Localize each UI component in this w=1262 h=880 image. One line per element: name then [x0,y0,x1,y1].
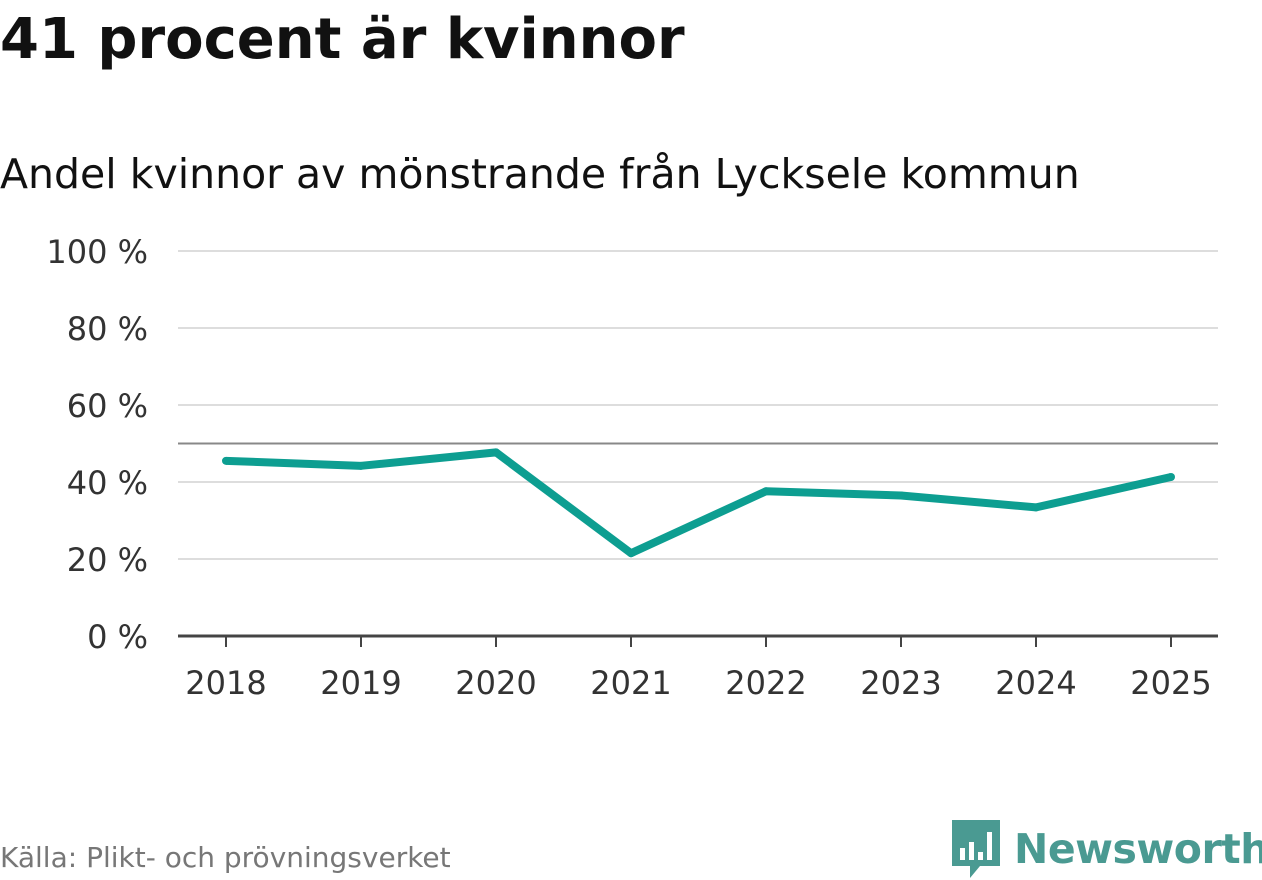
brand-logo: Newsworthy [950,818,1262,880]
series-line-0 [225,448,1172,558]
data-point-2022 [762,487,770,496]
source-note: Källa: Plikt- och prövningsverket [0,841,451,874]
x-tick-label: 2018 [185,664,266,702]
data-point-2021 [627,549,635,558]
x-tick-label: 2019 [320,664,401,702]
data-point-2020 [492,448,500,457]
data-point-2024 [1032,503,1040,512]
y-tick-label: 20 % [67,541,148,579]
y-tick-label: 60 % [67,387,148,425]
data-point-2019 [357,461,365,470]
chart-subtitle: Andel kvinnor av mönstrande från Lycksel… [0,150,1080,198]
y-tick-label: 80 % [67,310,148,348]
x-tick-label: 2025 [1130,664,1211,702]
x-tick-label: 2024 [995,664,1076,702]
x-tick-label: 2020 [455,664,536,702]
brand-name: Newsworthy [1014,825,1262,873]
data-point-2025 [1167,472,1175,481]
y-tick-label: 40 % [67,464,148,502]
data-point-2023 [897,491,905,500]
y-tick-label: 100 % [46,233,148,271]
data-point-2018 [222,456,230,465]
y-tick-label: 0 % [87,618,148,656]
x-tick-label: 2022 [725,664,806,702]
x-tick-label: 2021 [590,664,671,702]
x-tick-label: 2023 [860,664,941,702]
chart-title: 41 procent är kvinnor [0,7,685,72]
newsworthy-logo-icon [952,820,1000,878]
